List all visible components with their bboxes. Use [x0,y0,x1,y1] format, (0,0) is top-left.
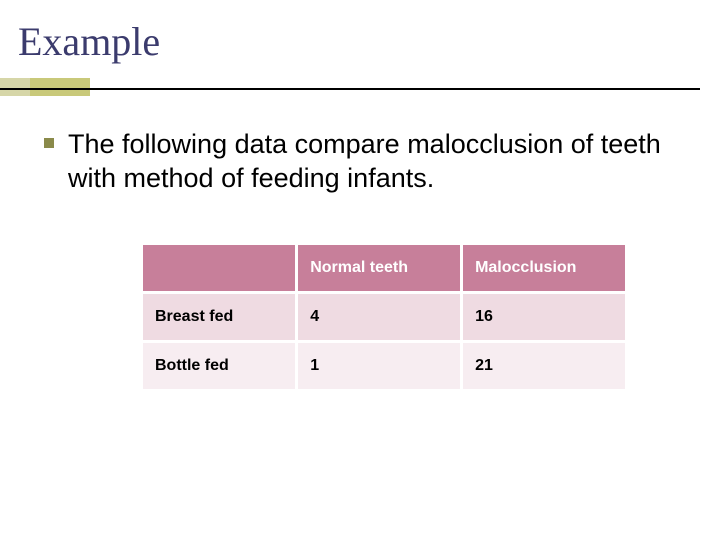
bullet-row: The following data compare malocclusion … [44,128,680,196]
table-header-row: Normal teeth Malocclusion [142,243,627,292]
body-area: The following data compare malocclusion … [44,128,680,392]
table-row: Breast fed 4 16 [142,292,627,341]
slide-title: Example [0,0,720,65]
title-underline [0,88,700,90]
row-label: Breast fed [142,292,297,341]
accent-bar [0,78,90,96]
table-header-blank [142,243,297,292]
cell-value: 4 [297,292,462,341]
table-header-col1: Normal teeth [297,243,462,292]
cell-value: 21 [462,341,627,390]
accent-segment-dark [30,78,90,96]
square-bullet-icon [44,138,54,148]
cell-value: 16 [462,292,627,341]
row-label: Bottle fed [142,341,297,390]
data-table-container: Normal teeth Malocclusion Breast fed 4 1… [140,242,628,392]
accent-segment-light [0,78,30,96]
table-header-col2: Malocclusion [462,243,627,292]
data-table: Normal teeth Malocclusion Breast fed 4 1… [140,242,628,392]
cell-value: 1 [297,341,462,390]
body-text: The following data compare malocclusion … [68,128,680,196]
table-row: Bottle fed 1 21 [142,341,627,390]
